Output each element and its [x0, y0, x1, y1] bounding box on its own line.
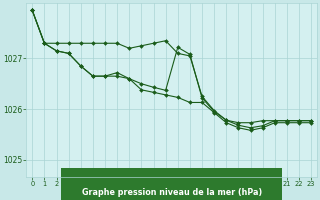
X-axis label: Graphe pression niveau de la mer (hPa): Graphe pression niveau de la mer (hPa): [82, 188, 262, 197]
